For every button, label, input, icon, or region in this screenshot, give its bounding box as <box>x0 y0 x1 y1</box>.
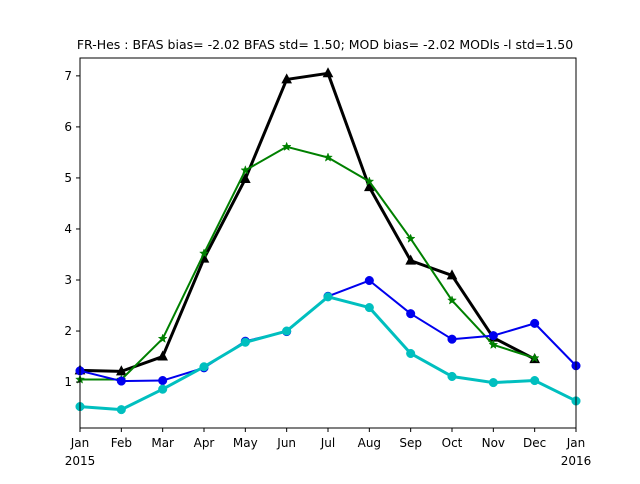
data-point <box>488 378 498 388</box>
y-tick-label: 6 <box>64 120 72 134</box>
y-tick-label: 5 <box>64 171 72 185</box>
data-point <box>447 334 457 344</box>
data-point <box>281 141 292 152</box>
y-tick-label: 2 <box>64 324 72 338</box>
data-point <box>157 333 168 343</box>
data-point <box>406 348 416 359</box>
data-point <box>447 295 457 305</box>
y-tick-label: 7 <box>64 69 72 83</box>
data-point <box>447 371 457 382</box>
data-point <box>530 318 540 328</box>
plot-frame <box>79 57 577 429</box>
data-point <box>323 152 333 162</box>
series-line <box>79 71 536 373</box>
data-point <box>322 67 334 78</box>
series-2 <box>75 141 540 384</box>
data-point <box>364 303 374 313</box>
x-tick-label: Mar <box>151 436 174 450</box>
data-point <box>364 181 375 192</box>
series-line <box>79 295 577 412</box>
series-line <box>80 145 535 381</box>
data-point <box>323 292 333 302</box>
x-tick-label: Jan <box>566 436 586 450</box>
data-point <box>158 384 168 394</box>
series-4 <box>75 292 581 415</box>
data-point <box>364 176 375 186</box>
x-tick-label: Jan <box>70 436 90 450</box>
data-point <box>530 375 540 386</box>
series-1 <box>74 67 540 376</box>
data-point <box>116 376 126 386</box>
data-point <box>405 254 416 265</box>
data-point <box>158 375 168 386</box>
x-tick-label: Feb <box>111 436 132 450</box>
data-point <box>116 405 126 415</box>
x-tick-label: Aug <box>358 436 381 450</box>
y-tick-label: 3 <box>64 273 72 287</box>
data-point <box>240 172 251 183</box>
x-tick-label: Jun <box>276 436 296 450</box>
data-point <box>199 248 209 258</box>
y-tick-label: 1 <box>64 375 72 389</box>
data-point <box>240 165 251 175</box>
x-tick-year-label: 2016 <box>561 454 592 468</box>
x-tick-label: Oct <box>442 436 463 450</box>
x-tick-label: Jul <box>320 436 335 450</box>
y-tick-label: 4 <box>64 222 72 236</box>
data-point <box>157 350 168 361</box>
data-point <box>199 362 209 372</box>
data-point <box>240 337 250 347</box>
axis-layer: Jan 2015 Feb Mar Apr May Jun Jul Aug Sep Oct Nov Dec… <box>64 69 591 468</box>
x-tick-year-label: 2015 <box>65 454 96 468</box>
x-tick-label: Dec <box>523 436 546 450</box>
data-point <box>364 275 374 286</box>
x-tick-label: May <box>233 436 258 450</box>
series-layer <box>74 67 581 415</box>
data-point <box>488 331 498 341</box>
x-tick-label: Sep <box>399 436 422 450</box>
data-point <box>405 233 416 243</box>
data-point <box>281 73 292 84</box>
data-point <box>488 339 499 350</box>
data-point <box>446 269 458 280</box>
x-tick-label: Apr <box>194 436 215 450</box>
data-point <box>406 309 416 319</box>
x-tick-label: Nov <box>482 436 505 450</box>
data-point <box>529 352 540 363</box>
chart-title: FR-Hes : BFAS bias= -2.02 BFAS std= 1.50… <box>77 37 573 52</box>
data-point <box>282 326 292 336</box>
